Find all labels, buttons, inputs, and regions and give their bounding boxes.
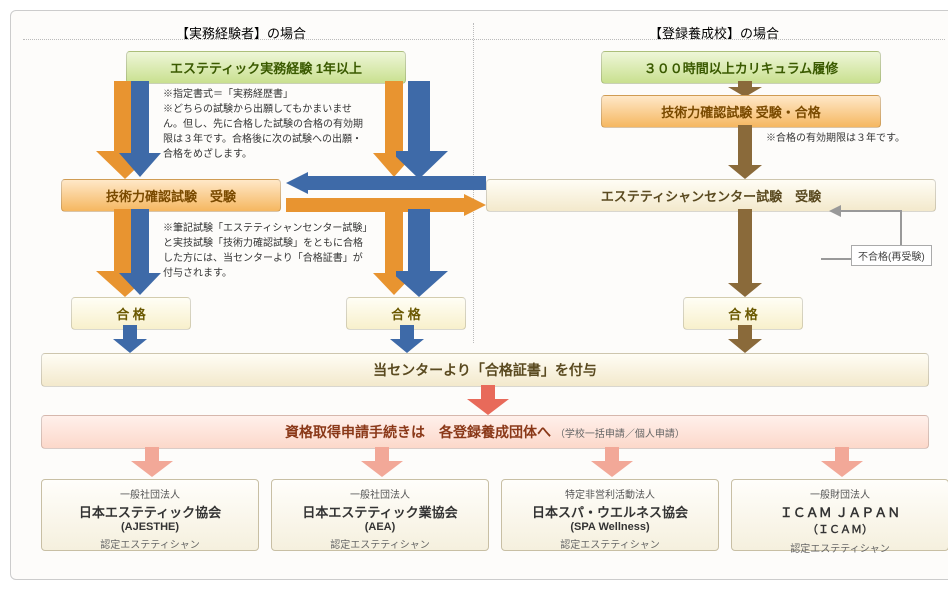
org-4-cert: 認定エステティシャン — [732, 540, 948, 555]
box-curriculum: ３００時間以上カリキュラム履修 — [601, 51, 881, 84]
arrow-cert-blue-1 — [109, 325, 149, 355]
org-2-cert: 認定エステティシャン — [272, 536, 488, 551]
org-box-3: 特定非営利活動法人 日本スパ・ウエルネス協会 (SPA Wellness) 認定… — [501, 479, 719, 551]
note-experience-1: ※指定書式＝「実務経歴書」 ※どちらの試験から出願してもかまいません。但し、先に… — [163, 87, 368, 162]
arrow-to-centerexam-brown — [724, 125, 764, 179]
org-2-abbr: (AEA) — [272, 521, 488, 533]
org-1-cert: 認定エステティシャン — [42, 536, 258, 551]
diagram-container: 【実務経験者】の場合 【登録養成校】の場合 エステティック実務経験 1年以上 ※… — [10, 10, 948, 580]
note-validity: ※合格の有効期限は３年です。 — [766, 131, 926, 146]
arrow-cert-blue-2 — [386, 325, 426, 355]
arrow-org-1 — [129, 447, 173, 477]
box-experience: エステティック実務経験 1年以上 — [126, 51, 406, 84]
arrow-pass2-blue — [396, 209, 456, 299]
org-box-1: 一般社団法人 日本エステティック協会 (AJESTHE) 認定エステティシャン — [41, 479, 259, 551]
note-skillexam: ※筆記試験「エステティシャンセンター試験」と実技試験「技術力確認試験」をともに合… — [163, 221, 368, 281]
org-3-name: 日本スパ・ウエルネス協会 — [502, 502, 718, 521]
org-1-name: 日本エステティック協会 — [42, 502, 258, 521]
note-1b-text: ※どちらの試験から出願してもかまいません。但し、先に合格した試験の合格の有効期限… — [163, 102, 368, 162]
box-skillexam-right: 技術力確認試験 受験・合格 — [601, 95, 881, 128]
org-4-name: ＩＣＡＭ ＪＡＰＡＮ — [732, 502, 948, 521]
org-2-name: 日本エステティック業協会 — [272, 502, 488, 521]
box-certificate: 当センターより「合格証書」を付与 — [41, 353, 929, 387]
org-2-type: 一般社団法人 — [272, 486, 488, 501]
arrow-org-4 — [819, 447, 863, 477]
arrow-red-down — [465, 385, 509, 415]
org-1-type: 一般社団法人 — [42, 486, 258, 501]
arrow-org-3 — [589, 447, 633, 477]
note-1a-text: ※指定書式＝「実務経歴書」 — [163, 87, 368, 102]
org-4-abbr: （ＩＣＡＭ） — [732, 521, 948, 537]
arrow-pass1-blue — [111, 209, 161, 299]
horizontal-divider — [23, 39, 945, 40]
procedure-main-text: 資格取得申請手続きは 各登録養成団体へ — [285, 424, 551, 440]
org-3-cert: 認定エステティシャン — [502, 536, 718, 551]
org-3-type: 特定非営利活動法人 — [502, 486, 718, 501]
arrow-pass3-brown — [724, 209, 764, 299]
org-3-abbr: (SPA Wellness) — [502, 521, 718, 533]
box-skillexam-left: 技術力確認試験 受験 — [61, 179, 281, 212]
org-4-type: 一般財団法人 — [732, 486, 948, 501]
arrow-cert-brown — [724, 325, 764, 355]
arrow-org-2 — [359, 447, 403, 477]
org-box-2: 一般社団法人 日本エステティック業協会 (AEA) 認定エステティシャン — [271, 479, 489, 551]
box-procedure: 資格取得申請手続きは 各登録養成団体へ （学校一括申請／個人申請） — [41, 415, 929, 449]
org-box-4: 一般財団法人 ＩＣＡＭ ＪＡＰＡＮ （ＩＣＡＭ） 認定エステティシャン — [731, 479, 948, 551]
arrow-horiz-blue — [286, 172, 486, 194]
org-1-abbr: (AJESTHE) — [42, 521, 258, 533]
arrow-down-right-blue — [396, 81, 456, 181]
arrow-down-left-blue — [111, 81, 161, 181]
procedure-sub-text: （学校一括申請／個人申請） — [555, 429, 685, 440]
box-fail: 不合格(再受験) — [851, 245, 932, 266]
